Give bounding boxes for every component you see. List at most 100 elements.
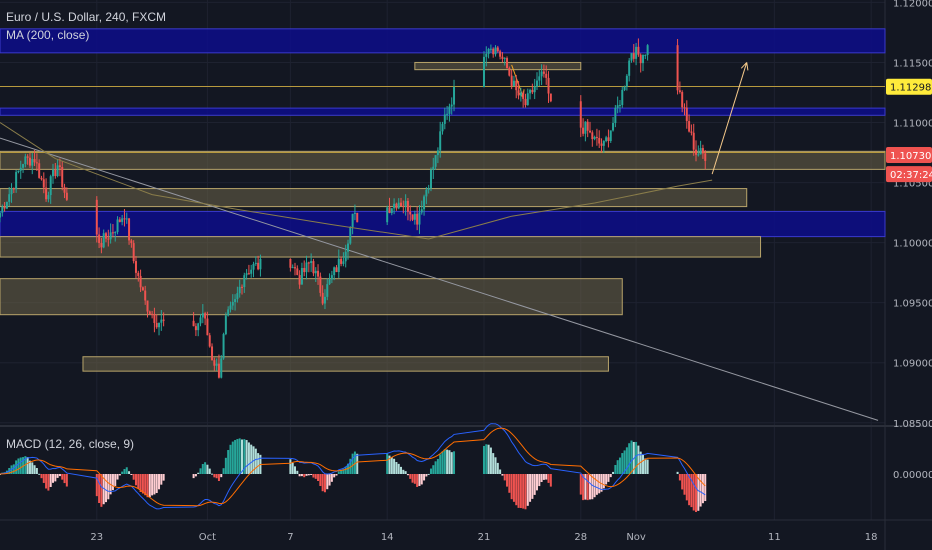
candle-body xyxy=(132,243,135,262)
candle-body xyxy=(215,363,218,366)
candle-body xyxy=(3,206,6,209)
ma-indicator-label[interactable]: MA (200, close) xyxy=(6,28,90,42)
macd-histogram-bar xyxy=(12,464,15,474)
macd-histogram-bar xyxy=(535,474,538,491)
price-tag-label: 1.10730 xyxy=(890,151,931,162)
candle-body xyxy=(305,262,308,273)
candle-body xyxy=(685,107,688,122)
candle-body xyxy=(618,104,621,106)
macd-histogram-bar xyxy=(418,474,421,486)
macd-histogram-bar xyxy=(547,474,550,483)
macd-histogram-bar xyxy=(254,448,257,474)
macd-histogram-bar xyxy=(123,469,126,474)
macd-histogram-bar xyxy=(247,442,250,474)
candle-body xyxy=(681,92,684,108)
candle-body xyxy=(296,268,299,276)
candle-body xyxy=(107,238,110,240)
candle-body xyxy=(683,107,686,109)
arrow-line xyxy=(711,62,748,175)
candle-body xyxy=(102,233,105,248)
tan-zone xyxy=(0,236,762,258)
macd-histogram-bar xyxy=(305,474,308,476)
macd-histogram-bar xyxy=(395,462,398,474)
macd-histogram-bar xyxy=(40,474,43,479)
candle-body xyxy=(524,98,527,106)
candle-body xyxy=(321,292,324,304)
candle-body xyxy=(695,149,698,155)
macd-histogram-bar xyxy=(105,474,108,503)
macd-histogram-bar xyxy=(605,474,608,485)
candle-body xyxy=(690,131,693,133)
symbol-title[interactable]: Euro / U.S. Dollar, 240, FXCM xyxy=(6,10,167,24)
candle-body xyxy=(236,293,239,300)
macd-histogram-bar xyxy=(402,469,405,474)
candle-body xyxy=(432,166,435,170)
candle-body xyxy=(326,284,329,297)
macd-histogram-bar xyxy=(397,463,400,474)
macd-histogram-bar xyxy=(250,444,253,474)
macd-histogram-bar xyxy=(146,474,149,498)
macd-histogram-bar xyxy=(323,474,326,493)
candle-body xyxy=(22,164,25,168)
candle-body xyxy=(158,322,161,328)
macd-histogram-bar xyxy=(300,474,303,477)
macd-histogram-bar xyxy=(436,458,439,474)
macd-histogram-bar xyxy=(328,474,331,486)
macd-histogram-bar xyxy=(496,462,499,474)
macd-histogram-bar xyxy=(245,440,248,474)
macd-pane[interactable] xyxy=(0,423,707,513)
macd-histogram-bar xyxy=(33,465,36,474)
macd-histogram-bar xyxy=(625,447,628,474)
macd-histogram-bar xyxy=(340,470,343,474)
candle-body xyxy=(591,132,594,140)
candle-body xyxy=(63,187,66,193)
macd-histogram-bar xyxy=(257,453,260,474)
tan-zone xyxy=(414,61,582,71)
time-tick-label: 23 xyxy=(90,532,103,543)
macd-histogram-bar xyxy=(494,457,497,474)
macd-histogram-bar xyxy=(63,474,66,484)
candle-body xyxy=(222,334,225,359)
candle-body xyxy=(526,93,529,106)
candle-body xyxy=(24,156,27,165)
candlesticks[interactable] xyxy=(0,38,707,379)
candle-body xyxy=(243,275,246,288)
candle-body xyxy=(602,141,605,146)
macd-histogram-bar xyxy=(533,474,536,495)
candle-body xyxy=(492,48,495,55)
tan-zone xyxy=(0,188,748,208)
price-tick-label: 1.10500 xyxy=(893,179,932,190)
candle-body xyxy=(547,77,550,94)
macd-histogram-bar xyxy=(644,458,647,474)
macd-histogram-bar xyxy=(153,474,156,495)
macd-indicator-label[interactable]: MACD (12, 26, close, 9) xyxy=(6,437,135,451)
candle-body xyxy=(347,243,350,252)
macd-histogram-bar xyxy=(238,438,241,474)
candle-body xyxy=(224,315,227,335)
time-tick-label: 18 xyxy=(865,532,878,543)
candle-body xyxy=(234,299,237,302)
candle-body xyxy=(420,209,423,213)
macd-histogram-bar xyxy=(144,474,147,496)
candle-body xyxy=(515,80,518,91)
candle-body xyxy=(121,218,124,222)
candle-body xyxy=(259,258,262,270)
macd-histogram-bar xyxy=(353,451,356,474)
candle-body xyxy=(418,212,421,225)
candle-body xyxy=(300,267,303,285)
candle-body xyxy=(538,76,541,81)
price-tick-label: 1.11000 xyxy=(893,119,932,130)
candle-body xyxy=(499,51,502,57)
macd-histogram-bar xyxy=(211,473,214,475)
macd-histogram-bar xyxy=(609,474,612,478)
candle-body xyxy=(323,296,326,304)
candle-body xyxy=(35,162,38,164)
price-tag-red xyxy=(886,146,932,163)
candle-body xyxy=(328,279,331,285)
candle-body xyxy=(699,148,702,155)
candle-body xyxy=(429,169,432,189)
macd-histogram-bar xyxy=(349,458,352,474)
macd-histogram-bar xyxy=(630,440,633,474)
trend-line xyxy=(0,137,879,421)
